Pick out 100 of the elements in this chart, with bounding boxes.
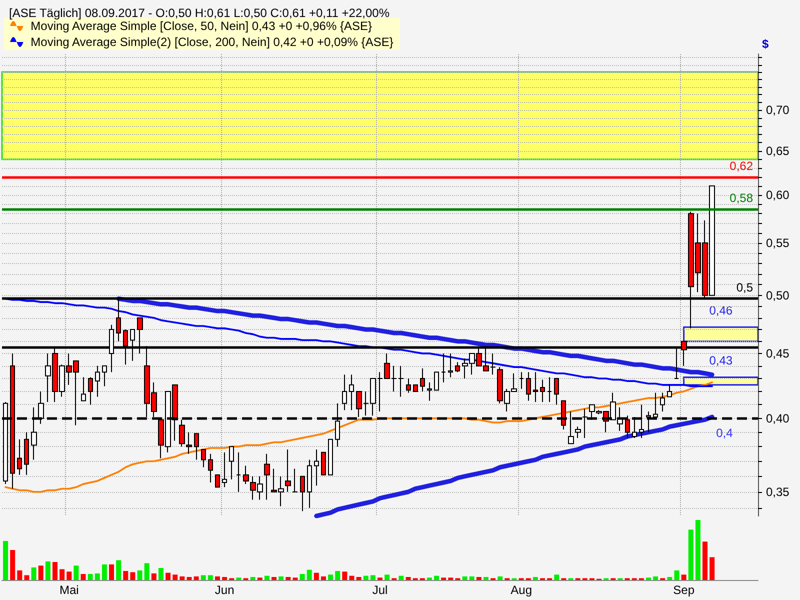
x-tick-label: Jul [372, 583, 388, 597]
candlestick [102, 365, 107, 387]
chart-title: [ASE Täglich] 08.09.2017 - O:0,50 H:0,61 L:0,50 C:0,61 +0,11 +22,00% [9, 6, 390, 20]
candlestick [455, 362, 460, 373]
candlestick [292, 468, 298, 492]
bar [532, 577, 538, 580]
bar [667, 577, 672, 580]
candlestick [519, 372, 524, 390]
bar [151, 573, 156, 580]
candlestick [342, 374, 347, 411]
x-tick-label: Mai [59, 583, 79, 597]
bar [695, 520, 700, 580]
candlestick [194, 433, 199, 460]
candlestick [264, 453, 270, 500]
line-series [4, 381, 713, 493]
y-tick-label: 0,40 [766, 411, 790, 426]
bar [306, 570, 312, 580]
y-tick-label: 0,50 [766, 288, 790, 302]
candlestick [229, 446, 234, 480]
band-label: 0,43 [709, 353, 733, 368]
text: 0,4 [716, 426, 734, 440]
y-tick-label: 0,55 [766, 236, 790, 250]
x-tick-label: Aug [510, 583, 532, 597]
candlestick [17, 438, 22, 476]
candlestick [307, 459, 312, 508]
bar [554, 574, 560, 580]
candlestick [24, 432, 29, 476]
candlestick [398, 365, 404, 398]
y-tick-label: 0,35 [766, 484, 790, 499]
bar [3, 541, 8, 580]
bar [116, 560, 122, 580]
candlestick [434, 372, 439, 391]
bar [702, 542, 708, 580]
bar [272, 577, 277, 580]
legend-label: Moving Average Simple [Close, 50, Nein] 0,43 +0 +0,96% {ASE} [30, 19, 372, 33]
candlestick [413, 384, 418, 392]
bar [109, 564, 114, 580]
candlestick [448, 352, 453, 378]
candlestick [95, 365, 100, 398]
bar [208, 575, 213, 580]
line-series [314, 414, 714, 518]
candlestick [236, 452, 241, 492]
bar [342, 572, 348, 580]
bar [45, 561, 50, 580]
bar [166, 572, 171, 580]
bar [320, 576, 326, 580]
band-label: 0,46 [709, 303, 733, 318]
bar [278, 576, 284, 580]
bar [194, 576, 199, 580]
ref-line-label: 0,62 [730, 158, 754, 173]
bar [66, 572, 72, 580]
candlestick [328, 438, 333, 476]
candlestick [243, 465, 249, 485]
candlestick [406, 378, 411, 394]
candlestick [201, 448, 206, 468]
x-tick-label: Sep [673, 583, 695, 597]
candlestick [321, 452, 326, 476]
bar [476, 577, 482, 580]
x-tick-label: Jun [214, 583, 234, 597]
bar [38, 566, 44, 580]
bar [363, 576, 368, 580]
bar [158, 568, 164, 580]
candlestick [222, 452, 227, 488]
bar [398, 576, 404, 580]
bar [462, 576, 468, 580]
bar [434, 576, 440, 580]
candlestick [441, 352, 446, 383]
bar [264, 576, 270, 580]
bar [60, 569, 65, 580]
bar [214, 576, 220, 580]
bar [688, 530, 694, 580]
bar [222, 577, 228, 580]
bar [74, 566, 79, 580]
candlestick [660, 392, 665, 412]
bar [314, 572, 319, 580]
candlestick [540, 379, 545, 403]
bar [17, 570, 22, 580]
bar [10, 550, 16, 580]
candlestick [349, 374, 354, 411]
bar [172, 574, 178, 580]
bar [286, 577, 291, 580]
candlestick [554, 378, 559, 406]
bar [186, 577, 192, 580]
bar [498, 576, 503, 580]
bar [469, 576, 474, 580]
bar [180, 576, 185, 580]
bar [406, 577, 411, 580]
bar [102, 564, 107, 580]
bar [94, 573, 100, 580]
bar [144, 563, 150, 580]
legend-label: Moving Average Simple(2) [Close, 200, Nein] 0,42 +0 +0,09% {ASE} [30, 35, 394, 49]
bar [681, 574, 686, 580]
bar [349, 576, 354, 580]
bar [130, 572, 136, 580]
bar [710, 557, 715, 580]
bar [88, 574, 93, 580]
candlestick [81, 376, 86, 402]
bar [328, 574, 334, 580]
bar [674, 570, 680, 580]
bar [24, 575, 30, 580]
